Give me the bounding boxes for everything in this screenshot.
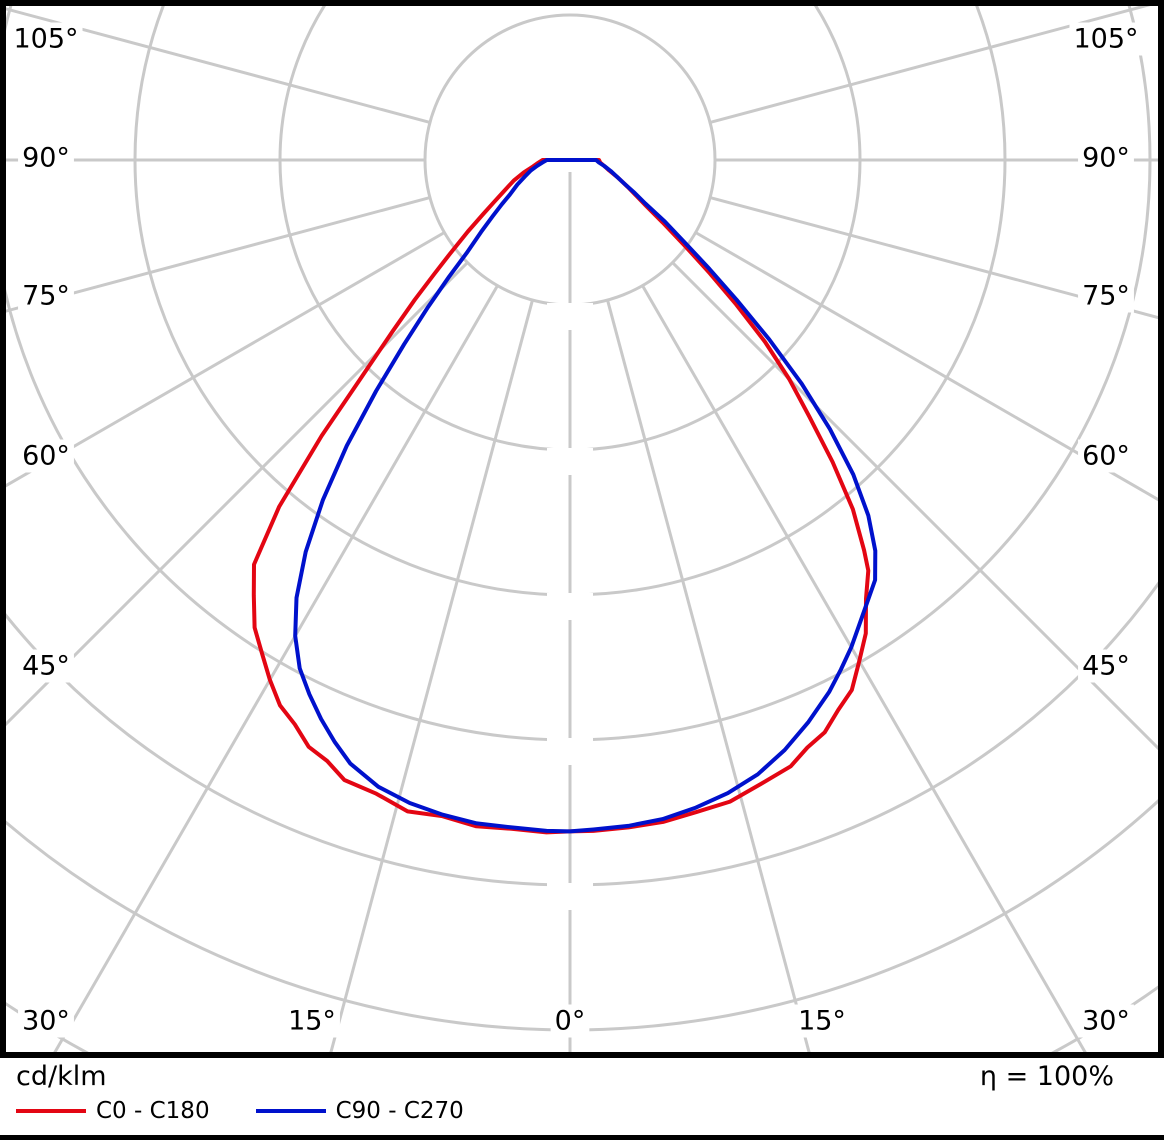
angle-label: 30°	[22, 1006, 70, 1037]
angle-label: 75°	[22, 281, 70, 312]
angle-label-background	[18, 1004, 74, 1038]
legend-item-c90-c270: C90 - C270	[255, 1098, 464, 1125]
angle-label: 15°	[288, 1006, 336, 1037]
grid-radial-line	[694, 231, 1158, 502]
angle-label-background	[18, 649, 74, 683]
angle-label: 105°	[1073, 24, 1138, 55]
angle-label: 0°	[555, 1006, 586, 1037]
angle-label-background	[1069, 22, 1143, 56]
legend-item-c0-c180: C0 - C180	[16, 1098, 210, 1124]
angle-label-background	[1078, 1004, 1134, 1038]
polar-photometric-chart: 105° 90° 75° 60° 45° 105° 90° 75° 60° 45° 30° 15° 0°…	[0, 0, 1164, 1058]
angle-label: 30°	[1082, 1006, 1130, 1037]
angle-label-background	[1078, 439, 1134, 473]
ring-value-gap	[547, 738, 593, 765]
angle-label: 45°	[1082, 651, 1130, 682]
angle-label-background	[9, 22, 83, 56]
angle-label: 15°	[798, 1006, 846, 1037]
angle-label-background	[18, 141, 74, 175]
units-label: cd/klm	[16, 1061, 107, 1092]
angle-label-background	[18, 439, 74, 473]
ring-value-gap	[547, 883, 593, 910]
grid-radial-line	[6, 196, 431, 313]
angle-label-background	[1078, 141, 1134, 175]
efficiency-label: η = 100%	[979, 1061, 1114, 1092]
grid-radial-line	[53, 284, 499, 1052]
legend: C0 - C180 C90 - C270	[16, 1098, 1114, 1124]
angle-label: 60°	[22, 441, 70, 472]
grid-radial-line	[6, 231, 446, 488]
legend-label-c90-c270: C90 - C270	[335, 1098, 464, 1125]
angle-label-background	[1078, 279, 1134, 313]
grid-radial-line	[6, 7, 431, 124]
grid-radial-line	[671, 261, 1158, 751]
legend-swatch-c0-c180	[16, 1109, 86, 1114]
ring-value-gap	[547, 303, 593, 330]
polar-grid	[6, 6, 1158, 1052]
angle-label: 90°	[22, 143, 70, 174]
grid-ring	[6, 6, 1152, 742]
grid-radial-line	[709, 6, 1151, 124]
angle-label-background	[794, 1004, 850, 1038]
grid-radial-line	[709, 196, 1158, 320]
angle-label-background	[550, 1004, 590, 1038]
grid-radial-line	[606, 299, 811, 1052]
ring-value-gap	[547, 448, 593, 475]
angle-label: 105°	[13, 24, 78, 55]
chart-footer: cd/klm η = 100% C0 - C180 C90 - C270	[0, 1058, 1164, 1140]
footer-top-row: cd/klm η = 100%	[16, 1061, 1114, 1092]
angle-label: 60°	[1082, 441, 1130, 472]
curve-c0-c180	[251, 158, 871, 835]
grid-ring	[6, 798, 1158, 1032]
angle-label: 75°	[1082, 281, 1130, 312]
angle-label-background	[1078, 649, 1134, 683]
legend-swatch-c90-c270	[255, 1109, 326, 1114]
angle-label: 90°	[1082, 143, 1130, 174]
angle-label: 45°	[22, 651, 70, 682]
ring-value-gap	[547, 593, 593, 620]
angle-label-background	[284, 1004, 340, 1038]
grid-radial-line	[6, 261, 469, 727]
angle-label-background	[18, 279, 74, 313]
legend-label-c0-c180: C0 - C180	[96, 1098, 210, 1125]
plot-border	[0, 0, 1164, 1058]
grid-radial-line	[329, 299, 534, 1052]
grid-radial-line	[641, 284, 1087, 1052]
curve-c90-c270	[293, 158, 878, 834]
